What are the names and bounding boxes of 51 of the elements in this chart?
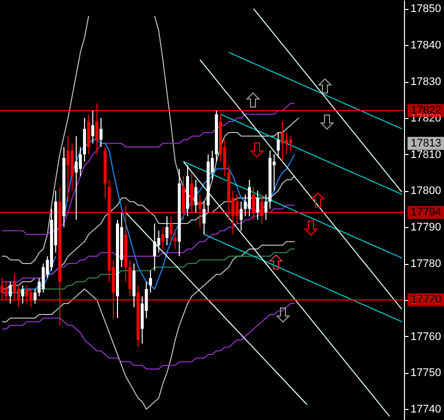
y-tick-label: 17750: [410, 367, 442, 380]
candlestick: [42, 263, 45, 294]
line-series: [182, 161, 390, 417]
candlestick: [174, 230, 177, 250]
candlestick: [78, 146, 82, 177]
candlestick: [289, 136, 292, 152]
y-tick-label: 17800: [410, 185, 442, 198]
line-series: [2, 241, 296, 410]
candlestick: [170, 216, 173, 242]
y-tick-label: 17770: [410, 294, 442, 306]
candlestick: [157, 230, 160, 254]
y-tick-label: 17810: [410, 148, 442, 161]
candlestick: [161, 226, 164, 250]
line-series: [125, 212, 308, 406]
candlestick: [240, 201, 243, 232]
y-tick-label: 17780: [410, 258, 442, 270]
candlestick: [128, 259, 132, 297]
line-series: [253, 8, 402, 193]
candlestick: [8, 281, 12, 304]
candlestick: [276, 132, 280, 158]
candlestick: [194, 179, 198, 214]
line-series: [2, 303, 296, 370]
candlestick: [66, 136, 70, 202]
candlestick: [202, 201, 206, 235]
candlestick: [21, 284, 24, 304]
line-series: [228, 52, 402, 130]
y-tick-label: 17840: [410, 40, 442, 52]
y-tick-label: 17850: [410, 3, 442, 16]
candlestick: [91, 110, 94, 144]
y-tick-label: 17740: [410, 404, 442, 416]
candlestick: [74, 136, 78, 220]
candlestick: [280, 121, 284, 162]
candlestick: [148, 270, 152, 294]
line-series: [204, 234, 402, 322]
candlestick: [248, 179, 251, 217]
text: 17813: [410, 137, 442, 150]
candlestick: [285, 132, 288, 155]
line-series: [2, 102, 296, 235]
y-tick-label: 17830: [410, 76, 442, 88]
line-series: [220, 114, 402, 195]
candlestick: [165, 216, 168, 246]
line-series: [182, 161, 402, 259]
y-tick-label: 17790: [410, 222, 442, 234]
candlestick: [100, 117, 102, 148]
line-series: [199, 59, 402, 310]
y-tick-label: 17760: [410, 330, 442, 343]
candlestick: [153, 222, 156, 272]
candlestick: [256, 190, 260, 220]
ref-line-label: 17794: [410, 206, 442, 219]
candlestick: [264, 194, 268, 220]
candlestick: [34, 288, 37, 304]
